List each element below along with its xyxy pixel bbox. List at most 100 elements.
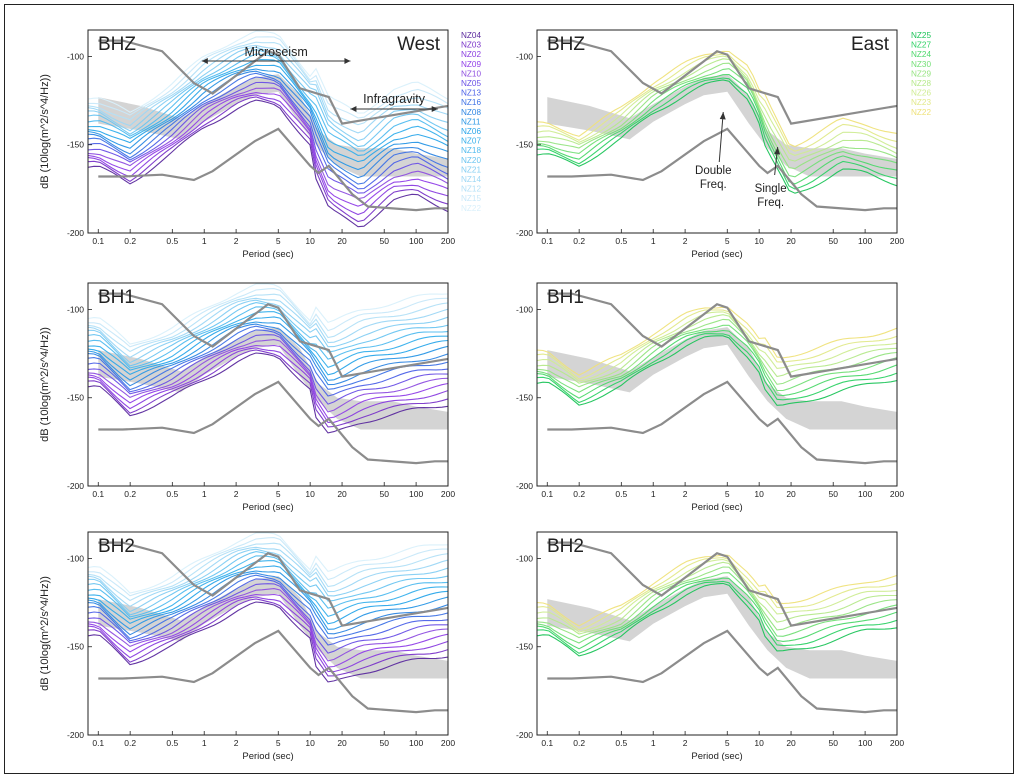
station-curve-nz23 <box>537 53 897 152</box>
x-tick-label: 5 <box>725 489 730 499</box>
station-curve-nz11 <box>88 321 448 381</box>
station-curve-nz23 <box>537 309 897 380</box>
station-curve-nz09 <box>88 593 448 668</box>
x-tick-label: 100 <box>409 738 423 748</box>
nhnm-curve <box>98 292 448 378</box>
x-tick-label: 0.5 <box>615 738 627 748</box>
legend-entry-nz05: NZ05 <box>461 79 481 88</box>
station-curve-nz02 <box>88 596 448 673</box>
station-curve-nz30 <box>537 324 897 393</box>
x-tick-label: 50 <box>828 738 838 748</box>
arrowhead <box>774 147 781 155</box>
y-tick-label: -150 <box>516 140 533 150</box>
legend-entry-nz18: NZ18 <box>461 146 481 155</box>
x-tick-label: 2 <box>683 738 688 748</box>
station-curve-nz29 <box>537 566 897 639</box>
y-tick-label: -100 <box>516 553 533 563</box>
station-curve-nz22 <box>537 306 897 376</box>
x-tick-label: 200 <box>890 489 904 499</box>
panel-bh2-west: 0.1 0.2 0.5 1 2 5 10 20 50 100 200 Period (sec) -100… <box>39 531 455 762</box>
station-curve-nz08 <box>88 572 448 636</box>
nlnm-curve <box>547 629 897 714</box>
component-label: BH1 <box>547 287 584 308</box>
station-curve-nz08 <box>88 323 448 387</box>
x-tick-label: 1 <box>651 489 656 499</box>
x-tick-label: 100 <box>409 489 423 499</box>
region-label: West <box>397 34 441 55</box>
y-tick-label: -150 <box>67 140 84 150</box>
station-curve-nz28 <box>537 561 897 635</box>
y-tick-label: -150 <box>516 642 533 652</box>
station-curve-nz14 <box>88 546 448 608</box>
x-tick-label: 0.2 <box>573 489 585 499</box>
y-tick-label: -150 <box>67 642 84 652</box>
station-curve-nz18 <box>88 555 448 618</box>
station-curve-nz08 <box>88 70 448 179</box>
nlnm-curve <box>547 380 897 465</box>
panel-frame <box>536 29 898 234</box>
station-curve-nz26 <box>537 55 897 156</box>
legend-entry-nz04: NZ04 <box>461 31 481 40</box>
station-curve-nz26 <box>537 558 897 633</box>
station-curve-nz16 <box>88 72 448 185</box>
panel-bhz-west: 0.1 0.2 0.5 1 2 5 10 20 50 100 200 Period (sec) -100… <box>39 29 455 260</box>
station-curve-nz05 <box>88 81 448 194</box>
legend-entry-nz27: NZ27 <box>911 41 931 50</box>
station-curve-nz12 <box>88 542 448 602</box>
double-freq-arrow <box>718 111 724 163</box>
station-curve-nz12 <box>88 41 448 126</box>
arrowhead <box>201 58 208 64</box>
station-curve-nz18 <box>88 53 448 152</box>
x-tick-label: 1 <box>651 738 656 748</box>
x-tick-label: 200 <box>890 738 904 748</box>
y-tick-label: -200 <box>67 481 84 491</box>
plot-area <box>88 283 448 465</box>
x-tick-label: 20 <box>337 236 347 246</box>
station-curve-nz15 <box>88 36 448 119</box>
single-freq-label: Freq. <box>757 197 784 209</box>
station-curve-nz13 <box>88 578 448 646</box>
station-curve-nz10 <box>88 588 448 662</box>
x-tick-label: 100 <box>858 738 872 748</box>
plot-area <box>537 39 897 212</box>
y-tick-label: -100 <box>67 553 84 563</box>
component-label: BH2 <box>98 536 135 557</box>
single-freq-label: Single <box>755 183 787 195</box>
component-label: BHZ <box>98 34 136 55</box>
legend-entry-nz26: NZ26 <box>911 89 931 98</box>
station-curve-nz22 <box>88 283 448 345</box>
y-tick-label: -200 <box>516 481 533 491</box>
station-curve-nz07 <box>88 311 448 371</box>
x-tick-label: 100 <box>409 236 423 246</box>
x-tick-label: 0.1 <box>92 489 104 499</box>
x-tick-label: 0.1 <box>541 489 553 499</box>
station-curve-nz16 <box>88 325 448 391</box>
arrowhead <box>431 106 438 112</box>
station-curve-nz15 <box>88 288 448 348</box>
x-tick-label: 2 <box>683 489 688 499</box>
component-label: BHZ <box>547 34 585 55</box>
station-curve-nz11 <box>88 68 448 171</box>
x-axis-label: Period (sec) <box>691 751 742 762</box>
legend-entry-nz12: NZ12 <box>461 185 481 194</box>
station-curve-nz15 <box>88 537 448 597</box>
legend-entry-nz03: NZ03 <box>461 41 481 50</box>
station-curve-nz02 <box>88 347 448 423</box>
legend-entry-nz22: NZ22 <box>911 108 931 117</box>
x-tick-label: 50 <box>379 236 389 246</box>
panel-bhz-east: 0.1 0.2 0.5 1 2 5 10 20 50 100 200 Period (sec) -100… <box>516 29 904 260</box>
x-tick-label: 10 <box>305 738 315 748</box>
background-noise-band <box>547 576 897 679</box>
x-tick-label: 10 <box>754 738 764 748</box>
panel-frame <box>536 282 898 487</box>
legend-entry-nz11: NZ11 <box>461 117 481 126</box>
arrowhead <box>344 58 351 64</box>
legend-entry-nz28: NZ28 <box>911 79 931 88</box>
nlnm-curve <box>98 127 448 212</box>
x-tick-label: 0.5 <box>166 738 178 748</box>
arrowhead <box>719 112 726 120</box>
legend-entry-nz29: NZ29 <box>911 69 931 78</box>
x-tick-label: 200 <box>441 489 455 499</box>
x-tick-label: 1 <box>651 236 656 246</box>
